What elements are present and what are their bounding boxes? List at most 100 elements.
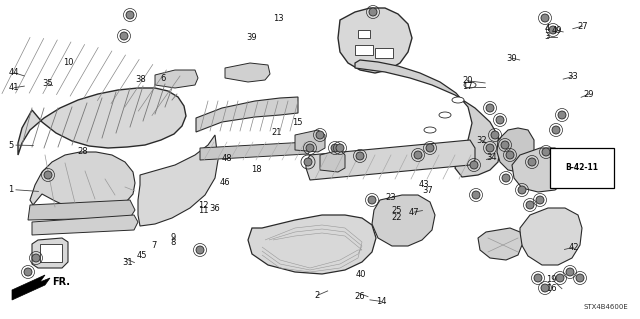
Text: 15: 15 bbox=[292, 118, 303, 127]
Text: 32: 32 bbox=[477, 136, 487, 145]
Text: B-42-11: B-42-11 bbox=[566, 164, 598, 173]
Circle shape bbox=[120, 32, 128, 40]
Text: 11: 11 bbox=[198, 206, 209, 215]
Text: 1: 1 bbox=[8, 185, 13, 194]
Text: 34: 34 bbox=[486, 153, 497, 162]
Circle shape bbox=[331, 144, 339, 152]
Text: 9: 9 bbox=[170, 233, 175, 242]
Text: 36: 36 bbox=[210, 204, 220, 213]
Text: 30: 30 bbox=[507, 54, 517, 63]
Text: FR.: FR. bbox=[52, 277, 70, 287]
Circle shape bbox=[549, 26, 557, 34]
Circle shape bbox=[491, 131, 499, 139]
Circle shape bbox=[534, 274, 542, 282]
Polygon shape bbox=[248, 215, 376, 274]
Polygon shape bbox=[520, 208, 582, 265]
Circle shape bbox=[552, 126, 560, 134]
Text: 16: 16 bbox=[547, 284, 557, 293]
Text: 37: 37 bbox=[423, 186, 433, 195]
Polygon shape bbox=[320, 150, 345, 172]
Text: 4: 4 bbox=[545, 24, 550, 33]
Circle shape bbox=[576, 274, 584, 282]
Circle shape bbox=[541, 284, 549, 292]
Text: 47: 47 bbox=[409, 208, 419, 217]
Circle shape bbox=[44, 171, 52, 179]
Circle shape bbox=[470, 161, 478, 169]
Polygon shape bbox=[30, 152, 135, 210]
Polygon shape bbox=[28, 200, 135, 220]
Circle shape bbox=[501, 141, 509, 149]
Text: 40: 40 bbox=[356, 271, 366, 279]
Circle shape bbox=[369, 8, 377, 16]
Circle shape bbox=[196, 246, 204, 254]
Polygon shape bbox=[295, 130, 325, 152]
Ellipse shape bbox=[452, 97, 464, 103]
Text: 35: 35 bbox=[43, 79, 53, 88]
Polygon shape bbox=[338, 8, 412, 73]
Polygon shape bbox=[355, 60, 500, 177]
Polygon shape bbox=[196, 97, 298, 132]
Circle shape bbox=[528, 158, 536, 166]
Text: 18: 18 bbox=[251, 165, 261, 174]
Circle shape bbox=[126, 11, 134, 19]
Circle shape bbox=[506, 151, 514, 159]
Bar bbox=[375, 48, 393, 58]
Polygon shape bbox=[18, 88, 186, 155]
Text: 13: 13 bbox=[273, 14, 284, 23]
Text: 26: 26 bbox=[355, 292, 365, 301]
Circle shape bbox=[518, 186, 526, 194]
Polygon shape bbox=[225, 63, 270, 82]
Text: 23: 23 bbox=[385, 193, 396, 202]
Text: 12: 12 bbox=[198, 201, 209, 210]
Circle shape bbox=[316, 131, 324, 139]
Text: 49: 49 bbox=[552, 26, 562, 35]
Text: STX4B4600E: STX4B4600E bbox=[583, 304, 628, 310]
Circle shape bbox=[502, 174, 510, 182]
Text: 19: 19 bbox=[547, 275, 557, 284]
Polygon shape bbox=[478, 228, 522, 260]
Text: 22: 22 bbox=[392, 213, 402, 222]
Text: 14: 14 bbox=[376, 297, 387, 306]
Polygon shape bbox=[138, 135, 218, 226]
Circle shape bbox=[486, 104, 494, 112]
Circle shape bbox=[566, 268, 574, 276]
Text: 8: 8 bbox=[170, 238, 175, 247]
Ellipse shape bbox=[464, 82, 476, 88]
Text: 39: 39 bbox=[246, 33, 257, 42]
Text: 27: 27 bbox=[577, 22, 588, 31]
Text: 48: 48 bbox=[222, 154, 232, 163]
Circle shape bbox=[306, 144, 314, 152]
Circle shape bbox=[541, 14, 549, 22]
Circle shape bbox=[304, 158, 312, 166]
Ellipse shape bbox=[439, 112, 451, 118]
Circle shape bbox=[472, 191, 480, 199]
Circle shape bbox=[426, 144, 434, 152]
Polygon shape bbox=[512, 148, 568, 192]
Polygon shape bbox=[372, 195, 435, 246]
Circle shape bbox=[414, 151, 422, 159]
Ellipse shape bbox=[424, 127, 436, 133]
Polygon shape bbox=[12, 275, 50, 300]
Circle shape bbox=[542, 148, 550, 156]
Polygon shape bbox=[32, 215, 138, 235]
Text: 20: 20 bbox=[462, 76, 472, 85]
Circle shape bbox=[336, 144, 344, 152]
Circle shape bbox=[368, 196, 376, 204]
Text: 21: 21 bbox=[271, 128, 282, 137]
Text: 31: 31 bbox=[122, 258, 132, 267]
Circle shape bbox=[356, 152, 364, 160]
Polygon shape bbox=[497, 128, 534, 172]
Text: 43: 43 bbox=[419, 180, 429, 189]
Circle shape bbox=[486, 144, 494, 152]
Circle shape bbox=[558, 111, 566, 119]
Text: 29: 29 bbox=[584, 90, 594, 99]
Bar bbox=[358, 30, 370, 38]
Text: 41: 41 bbox=[9, 83, 19, 92]
Text: 17: 17 bbox=[462, 82, 472, 91]
Bar bbox=[40, 244, 62, 262]
Text: 46: 46 bbox=[220, 178, 230, 187]
Polygon shape bbox=[32, 238, 68, 268]
Text: 44: 44 bbox=[9, 68, 19, 77]
Circle shape bbox=[496, 116, 504, 124]
Text: 42: 42 bbox=[568, 243, 579, 252]
